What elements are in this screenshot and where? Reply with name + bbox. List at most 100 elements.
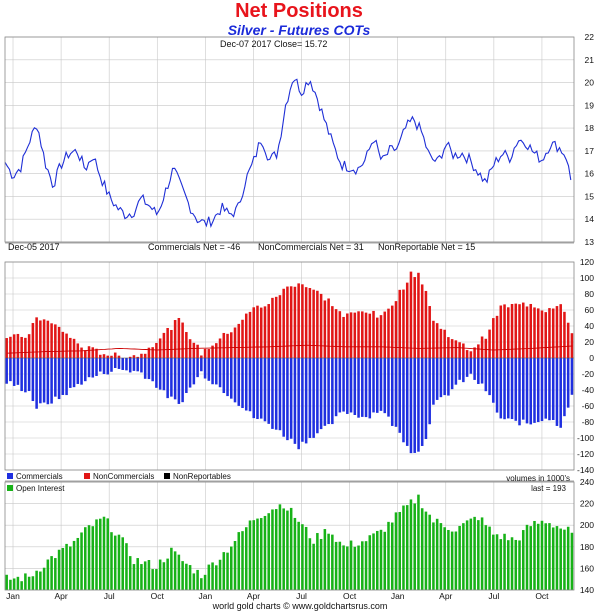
noncommercials-bar (35, 317, 38, 358)
open-interest-bar (222, 552, 226, 590)
net-header-date: Dec-05 2017 (8, 242, 60, 252)
x-tick-label: Jan (6, 591, 20, 601)
open-interest-bar (342, 545, 345, 590)
open-interest-bar (50, 556, 53, 590)
open-interest-bar (244, 527, 248, 590)
open-interest-bar (218, 559, 222, 590)
open-interest-bar (95, 519, 98, 590)
commercials-bar (259, 358, 263, 419)
legend-noncommercials-swatch (84, 473, 90, 479)
y-tick-label: -40 (582, 385, 595, 395)
noncommercials-bar (417, 272, 420, 358)
y-tick-label: 200 (580, 520, 594, 530)
open-interest-bar (16, 576, 20, 590)
open-interest-bar (338, 541, 342, 590)
commercials-bar (293, 358, 297, 444)
commercials-bar (155, 358, 158, 388)
commercials-bar (237, 358, 241, 406)
noncommercials-bar (514, 303, 518, 358)
noncommercials-bar (57, 326, 61, 358)
noncommercials-bar (372, 310, 375, 358)
noncommercials-bar (454, 340, 458, 358)
open-interest-bar (24, 573, 27, 590)
commercials-bar (465, 358, 469, 377)
noncommercials-bar (200, 355, 203, 358)
noncommercials-bar (536, 308, 540, 358)
open-interest-bar (420, 508, 424, 590)
y-tick-label: 15 (585, 191, 595, 201)
noncommercials-bar (113, 352, 117, 358)
y-tick-label: 19 (585, 100, 595, 110)
open-interest-bar (282, 508, 285, 590)
noncommercials-bar (61, 331, 65, 358)
noncommercials-bar (230, 332, 233, 358)
noncommercials-bar (499, 305, 503, 358)
open-interest-bar (319, 538, 323, 590)
commercials-bar (364, 358, 368, 418)
noncommercials-bar (110, 355, 113, 358)
noncommercials-bar (409, 271, 413, 358)
y-tick-label: 140 (580, 585, 594, 595)
frame-layer (4, 36, 575, 591)
open-interest-bar (136, 558, 139, 590)
open-interest-bar (424, 511, 428, 590)
commercials-bar (203, 358, 207, 379)
open-interest-bar (102, 516, 106, 590)
commercials-bar (263, 358, 267, 422)
noncommercials-bar (405, 282, 409, 358)
open-interest-bar (492, 534, 495, 590)
commercials-bar (372, 358, 375, 413)
noncommercials-bar (390, 305, 394, 358)
noncommercials-bar (222, 332, 226, 358)
commercials-bar (551, 358, 555, 421)
open-interest-bar (323, 529, 327, 590)
y-tick-label: -60 (582, 401, 595, 411)
open-interest-bar (394, 512, 398, 590)
commercials-bar (361, 358, 364, 417)
noncommercials-bar (540, 310, 544, 358)
open-interest-bar (364, 541, 368, 590)
commercials-bar (312, 358, 315, 438)
commercials-bar (192, 358, 196, 385)
noncommercials-bar (551, 308, 555, 358)
commercials-bar (507, 358, 510, 419)
open-interest-bar (297, 521, 300, 590)
noncommercials-bar (24, 337, 27, 358)
commercials-bar (289, 358, 293, 439)
noncommercials-bar (492, 318, 495, 358)
noncommercials-bar (256, 305, 259, 358)
noncommercials-bar (394, 301, 398, 358)
commercials-bar (54, 358, 57, 397)
noncommercials-bar (525, 306, 529, 358)
open-interest-bar (533, 520, 536, 590)
noncommercials-bar (331, 306, 334, 358)
open-interest-bar (35, 570, 38, 590)
legend-nonreportables: NonReportables (173, 472, 231, 481)
noncommercials-bar (312, 289, 315, 358)
open-interest-bar (80, 532, 83, 590)
noncommercials-bar (555, 306, 559, 358)
open-interest-bar (200, 578, 203, 590)
commercials-bar (499, 358, 503, 419)
commercials-bar (443, 358, 446, 396)
noncommercials-bar (72, 338, 76, 358)
open-interest-bar (65, 543, 68, 590)
commercials-bar (50, 358, 53, 404)
noncommercials-bar (39, 320, 42, 358)
commercials-bar (469, 358, 473, 374)
noncommercials-bar (473, 347, 476, 358)
noncommercials-bar (308, 288, 312, 358)
noncommercials-bar (31, 323, 35, 358)
commercials-bar (35, 358, 38, 409)
commercials-bar (5, 358, 8, 384)
noncommercials-bar (334, 309, 338, 358)
y-tick-label: 18 (585, 123, 595, 133)
commercials-bar (544, 358, 547, 419)
noncommercials-bar (428, 306, 431, 358)
commercials-bar (110, 358, 113, 372)
open-interest-bar (570, 532, 574, 590)
open-interest-bar (241, 531, 244, 590)
open-interest-bar (551, 527, 555, 590)
noncommercials-bar (50, 323, 53, 358)
commercials-bar (69, 358, 72, 388)
